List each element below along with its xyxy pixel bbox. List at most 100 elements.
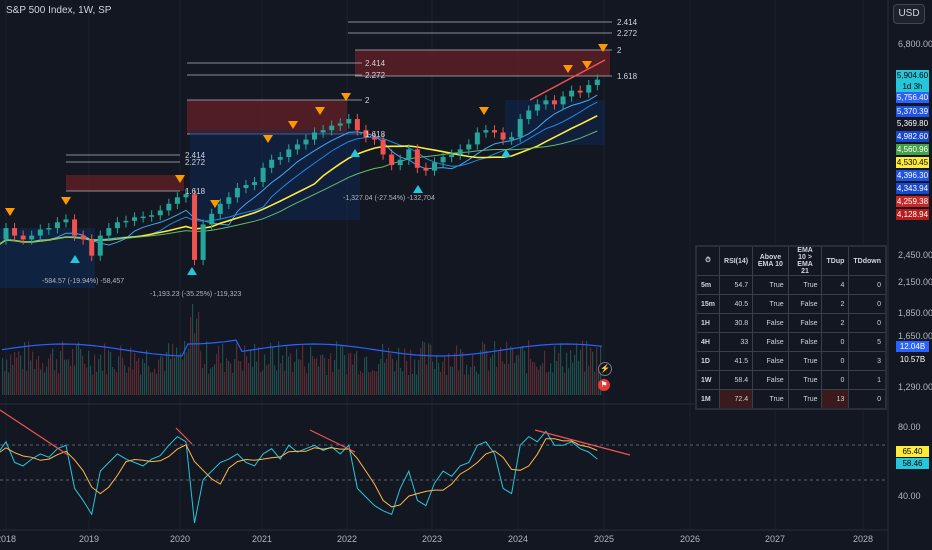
buy-marker <box>501 149 511 157</box>
volume-bar <box>550 363 552 395</box>
tdup-cell: 2 <box>821 313 850 333</box>
volume-bar <box>528 340 530 395</box>
volume-bar <box>6 359 8 395</box>
volume-bar <box>102 370 104 395</box>
volume-bar <box>338 369 340 395</box>
timeframe-cell: 5m <box>695 275 721 295</box>
volume-bar <box>432 361 434 395</box>
sell-marker <box>288 121 298 129</box>
sell-marker <box>175 175 185 183</box>
volume-bar <box>582 340 584 395</box>
volume-bar <box>460 348 462 395</box>
tdup-cell: 0 <box>821 332 850 352</box>
drawdown-label: -584.57 (-19.94%) -58,457 <box>42 278 125 285</box>
volume-bar <box>116 372 118 395</box>
timeframe-cell: 1W <box>695 370 721 390</box>
table-row: 5m 54.7 True True 4 0 <box>695 275 887 295</box>
volume-bar <box>262 370 264 395</box>
volume-bar <box>442 361 444 395</box>
volume-bar <box>336 341 338 395</box>
candle-body <box>483 130 489 133</box>
volume-bar <box>292 371 294 395</box>
table-header-above: Above EMA 10 <box>752 245 789 276</box>
volume-bar <box>64 359 66 395</box>
volume-bar <box>144 363 146 395</box>
x-tick: 2025 <box>593 534 615 544</box>
volume-bar <box>14 351 16 395</box>
rsi-divergence-line <box>309 429 356 453</box>
volume-bar <box>384 362 386 395</box>
volume-bar <box>244 345 246 395</box>
volume-bars <box>1 304 603 395</box>
volume-bar <box>508 363 510 395</box>
volume-bar <box>288 356 290 395</box>
above-ema-cell: True <box>752 389 789 410</box>
volume-bar <box>132 369 134 395</box>
volume-bar <box>230 363 232 395</box>
volume-bar <box>534 362 536 395</box>
volume-bar <box>376 371 378 395</box>
lightning-icon[interactable]: ⚡ <box>598 362 612 376</box>
volume-bar <box>88 350 90 395</box>
x-tick: 2023 <box>421 534 443 544</box>
indicator-table: ⏱ RSI(14) Above EMA 10 EMA 10 > EMA 21 T… <box>695 245 887 410</box>
volume-bar <box>548 371 550 395</box>
candle-body <box>500 132 506 140</box>
volume-bar <box>8 372 10 395</box>
rsi-tick: 80.00 <box>898 422 921 432</box>
volume-bar <box>86 367 88 395</box>
x-tick: 2024 <box>507 534 529 544</box>
tdup-cell: 0 <box>821 370 850 390</box>
volume-bar <box>530 358 532 395</box>
volume-bar <box>122 357 124 395</box>
volume-bar <box>580 349 582 395</box>
buy-marker <box>413 185 423 193</box>
timeframe-cell: 15m <box>695 294 721 314</box>
price-tag: 1d 3h <box>896 81 929 92</box>
volume-bar <box>516 355 518 395</box>
rsi-cell: 41.5 <box>719 351 754 371</box>
candle-body <box>432 162 437 171</box>
sell-marker <box>263 135 273 143</box>
rsi-line <box>0 430 598 523</box>
volume-bar <box>312 356 314 395</box>
candle-body <box>491 130 497 133</box>
candle-body <box>243 185 249 189</box>
volume-ma <box>1 339 603 357</box>
currency-button[interactable]: USD <box>893 4 925 24</box>
volume-bar <box>78 342 80 395</box>
flag-icon[interactable]: ⚑ <box>598 379 610 391</box>
candle-body <box>534 104 540 111</box>
candle-body <box>12 228 18 236</box>
ema-cross-cell: True <box>787 370 823 390</box>
volume-bar <box>310 346 312 395</box>
candle-body <box>114 222 120 229</box>
volume-bar <box>594 371 596 395</box>
volume-bar <box>224 372 226 395</box>
fib-label: 2.272 <box>617 29 638 38</box>
volume-bar <box>318 366 320 395</box>
volume-bar <box>136 360 138 395</box>
volume-bar <box>174 357 176 395</box>
volume-bar <box>82 355 84 395</box>
volume-bar <box>46 366 48 395</box>
volume-bar <box>588 365 590 395</box>
volume-bar <box>554 345 556 395</box>
volume-bar <box>2 357 4 395</box>
volume-bar <box>482 341 484 395</box>
volume-bar <box>322 354 324 395</box>
rsi-divergence-line <box>534 429 631 456</box>
volume-bar <box>246 356 248 395</box>
candle-body <box>389 154 395 166</box>
volume-bar <box>408 374 410 395</box>
price-tag: 4,128.94 <box>896 209 929 220</box>
ema-line <box>0 130 598 245</box>
volume-bar <box>524 350 526 395</box>
sell-marker <box>479 107 489 115</box>
volume-bar <box>204 363 206 395</box>
rsi-ma-line <box>0 438 598 508</box>
x-tick: 2022 <box>336 534 358 544</box>
candle-body <box>354 119 360 131</box>
volume-bar <box>488 370 490 395</box>
